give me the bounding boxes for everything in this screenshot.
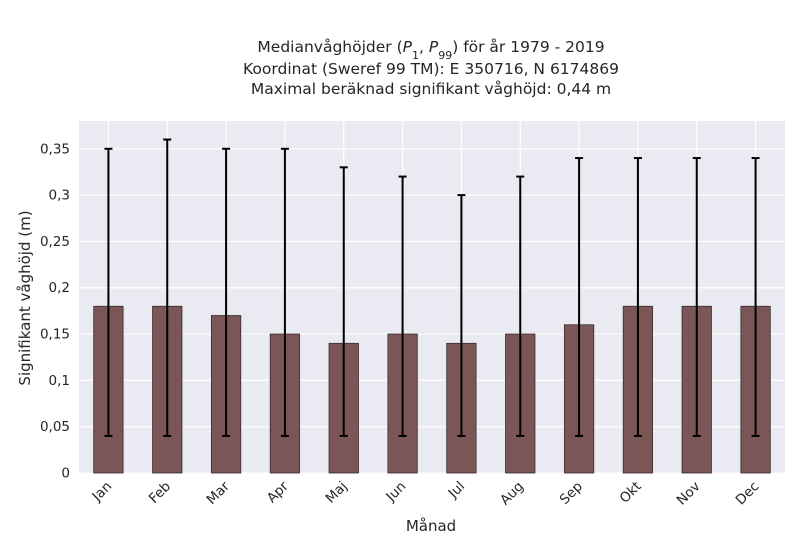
y-tick-label: 0,2 (49, 280, 70, 296)
x-tick-label-feb: Feb (146, 479, 174, 507)
y-tick-label: 0,3 (49, 188, 70, 204)
x-tick-label-mar: Mar (204, 478, 234, 508)
error-bar-jul (457, 194, 466, 437)
x-tick-label-nov: Nov (674, 479, 704, 509)
error-bar-aug (516, 175, 525, 437)
y-tick-label: 0,1 (49, 373, 70, 389)
error-bar-apr (280, 147, 289, 437)
error-bar-dec (751, 157, 760, 437)
error-bar-feb (163, 138, 172, 437)
x-tick-label-dec: Dec (733, 479, 763, 509)
subtitle-line-2: Maximal beräknad signifikant våghöjd: 0,… (251, 80, 611, 98)
error-bar-jun (398, 175, 407, 437)
x-tick-label-sep: Sep (557, 479, 586, 508)
x-tick-label-okt: Okt (617, 479, 645, 507)
chart-title: Medianvåghöjder (P1, P99) för år 1979 - … (243, 38, 619, 98)
x-tick-label-maj: Maj (323, 479, 351, 507)
y-tick-label: 0,35 (40, 141, 70, 157)
title-line-1: Medianvåghöjder (P1, P99) för år 1979 - … (257, 38, 604, 62)
x-tick-label-apr: Apr (264, 478, 292, 506)
y-tick-labels: 0 0,05 0,1 0,15 0,2 0,25 0,3 0,35 (40, 141, 70, 481)
x-tick-label-aug: Aug (497, 479, 527, 509)
y-tick-label: 0,05 (40, 419, 70, 435)
y-tick-label: 0,15 (40, 327, 70, 343)
error-bar-mar (222, 147, 231, 437)
error-bar-nov (692, 157, 701, 437)
x-axis-label: Månad (406, 517, 456, 535)
error-bar-sep (575, 157, 584, 437)
y-tick-label: 0,25 (40, 234, 70, 250)
error-bar-okt (633, 157, 642, 437)
error-bar-maj (339, 166, 348, 437)
plot-area (79, 121, 785, 473)
y-tick-label: 0 (61, 466, 70, 482)
x-tick-label-jul: Jul (445, 479, 469, 503)
subtitle-line-1: Koordinat (Sweref 99 TM): E 350716, N 61… (243, 60, 619, 78)
x-tick-label-jan: Jan (89, 479, 116, 506)
error-bar-jan (104, 147, 113, 437)
y-axis-label: Signifikant våghöjd (m) (16, 210, 34, 385)
error-bars (104, 138, 760, 437)
x-tick-labels: Jan Feb Mar Apr Maj Jun Jul Aug Sep Okt Nov Dec (89, 478, 763, 508)
x-tick-label-jun: Jun (382, 479, 409, 506)
